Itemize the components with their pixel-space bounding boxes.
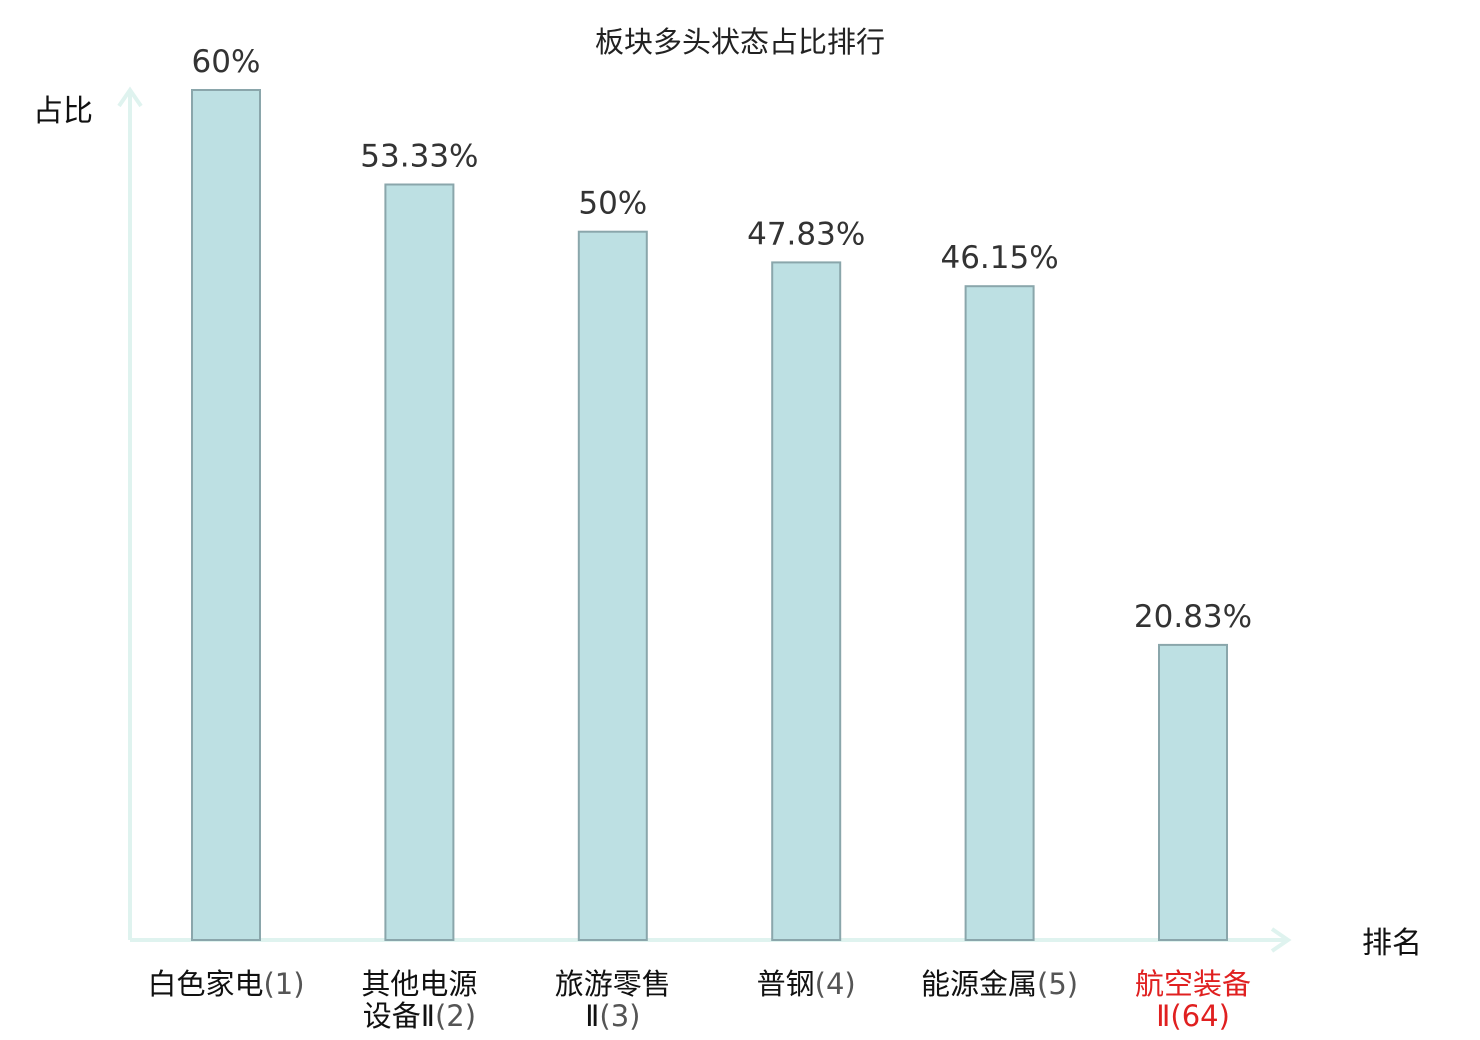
category-label-6: 航空装备 Ⅱ(64) <box>1135 967 1251 1033</box>
category-rank: (64) <box>1170 999 1230 1033</box>
value-label-5: 46.15% <box>940 240 1058 276</box>
value-label-3: 50% <box>578 186 647 222</box>
category-label-line: Ⅱ(3) <box>585 999 640 1033</box>
bar-1 <box>191 89 261 941</box>
category-label-5: 能源金属(5) <box>921 967 1078 1001</box>
value-label-1: 60% <box>192 44 261 80</box>
chart-title: 板块多头状态占比排行 <box>595 25 885 59</box>
category-rank: (2) <box>435 999 476 1033</box>
category-label-line: 其他电源 <box>361 967 477 1001</box>
category-label-line: 设备Ⅱ(2) <box>363 999 476 1033</box>
category-labels: 白色家电(1) 其他电源设备Ⅱ(2) 旅游零售 Ⅱ(3) 普钢(4) 能源金属(5) 航空装… <box>147 967 1251 1033</box>
bar-5 <box>964 285 1035 941</box>
bars <box>191 89 1228 942</box>
category-label-2: 其他电源设备Ⅱ(2) <box>361 967 477 1033</box>
category-label-1: 白色家电(1) <box>147 967 304 1001</box>
category-rank: (5) <box>1037 967 1078 1001</box>
category-label-line: 旅游零售 <box>555 967 671 1001</box>
category-label-line: 普钢(4) <box>757 967 856 1001</box>
bar-4 <box>771 261 842 941</box>
value-label-6: 20.83% <box>1134 599 1252 635</box>
category-label-line: Ⅱ(64) <box>1156 999 1230 1033</box>
y-axis-arrow-icon <box>117 86 143 108</box>
y-axis-label: 占比 <box>33 94 93 129</box>
category-rank: (1) <box>263 967 304 1001</box>
bar-6 <box>1158 643 1228 942</box>
category-label-line: 能源金属(5) <box>921 967 1078 1001</box>
category-rank: (4) <box>815 967 856 1001</box>
category-rank: (3) <box>599 999 640 1033</box>
bar-3 <box>577 230 648 941</box>
x-axis-label: 排名 <box>1362 926 1422 961</box>
category-label-line: 白色家电(1) <box>147 967 304 1001</box>
value-label-2: 53.33% <box>360 139 478 175</box>
category-label-4: 普钢(4) <box>757 967 856 1001</box>
bar-2 <box>384 183 455 941</box>
value-labels: 60% 53.33% 50% 47.83% 46.15% 20.83% <box>192 44 1253 635</box>
axes <box>117 86 1292 953</box>
category-label-line: 航空装备 <box>1135 967 1251 1001</box>
x-axis-arrow-icon <box>1270 927 1292 953</box>
category-label-3: 旅游零售 Ⅱ(3) <box>555 967 671 1033</box>
value-label-4: 47.83% <box>747 216 865 252</box>
